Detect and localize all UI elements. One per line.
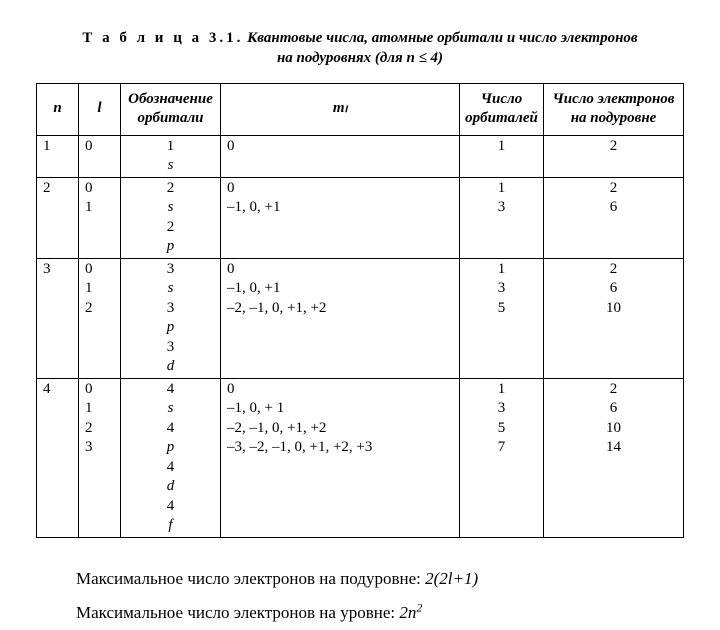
cell-ml: 0–1, 0, +1–2, –1, 0, +1, +2 [221,258,460,378]
table-row: 30123s3p3d0–1, 0, +1–2, –1, 0, +1, +2135… [37,258,684,378]
cell-orbital-count: 1 [460,135,544,177]
header-ml: mₗ [221,83,460,135]
footnote-sublevel: Максимальное число электронов на подуров… [76,562,684,596]
cell-ml: 0–1, 0, +1 [221,177,460,258]
header-n: n [37,83,79,135]
table-header-row: n l Обозначение орбитали mₗ Число орбита… [37,83,684,135]
header-l: l [79,83,121,135]
footnote-sublevel-formula: 2(2l+1) [425,569,478,588]
cell-orbital-count: 13 [460,177,544,258]
header-orbital-count: Число орбиталей [460,83,544,135]
cell-orbital: 3s3p3d [121,258,221,378]
table-row: 401234s4p4d4f0–1, 0, + 1–2, –1, 0, +1, +… [37,378,684,537]
footnote-level-formula: 2n2 [399,603,422,622]
cell-n: 2 [37,177,79,258]
cell-n: 1 [37,135,79,177]
cell-ml: 0 [221,135,460,177]
cell-n: 4 [37,378,79,537]
cell-orbital-count: 1357 [460,378,544,537]
quantum-numbers-table: n l Обозначение орбитали mₗ Число орбита… [36,83,684,538]
cell-electron-count: 26 [544,177,684,258]
caption-text-line1: Квантовые числа, атомные орбитали и числ… [247,30,637,46]
cell-l: 0 [79,135,121,177]
cell-l: 0123 [79,378,121,537]
cell-orbital: 4s4p4d4f [121,378,221,537]
cell-l: 01 [79,177,121,258]
table-row: 2012s2p0–1, 0, +11326 [37,177,684,258]
table-caption: Т а б л и ц а 3.1. Квантовые числа, атом… [76,28,644,69]
cell-l: 012 [79,258,121,378]
footnote-sublevel-text: Максимальное число электронов на подуров… [76,569,421,588]
header-orbital: Обозначение орбитали [121,83,221,135]
caption-label: Т а б л и ц а 3.1. [82,30,243,46]
cell-electron-count: 2 [544,135,684,177]
table-row: 101s012 [37,135,684,177]
cell-orbital: 2s2p [121,177,221,258]
footnote-level-text: Максимальное число электронов на уровне: [76,603,395,622]
footnotes: Максимальное число электронов на подуров… [76,562,684,630]
cell-orbital: 1s [121,135,221,177]
cell-ml: 0–1, 0, + 1–2, –1, 0, +1, +2–3, –2, –1, … [221,378,460,537]
caption-text-line2: на подуровнях (для n ≤ 4) [277,50,443,66]
cell-orbital-count: 135 [460,258,544,378]
header-electron-count: Число электронов на подуровне [544,83,684,135]
cell-electron-count: 2610 [544,258,684,378]
cell-electron-count: 261014 [544,378,684,537]
cell-n: 3 [37,258,79,378]
footnote-level: Максимальное число электронов на уровне:… [76,596,684,630]
